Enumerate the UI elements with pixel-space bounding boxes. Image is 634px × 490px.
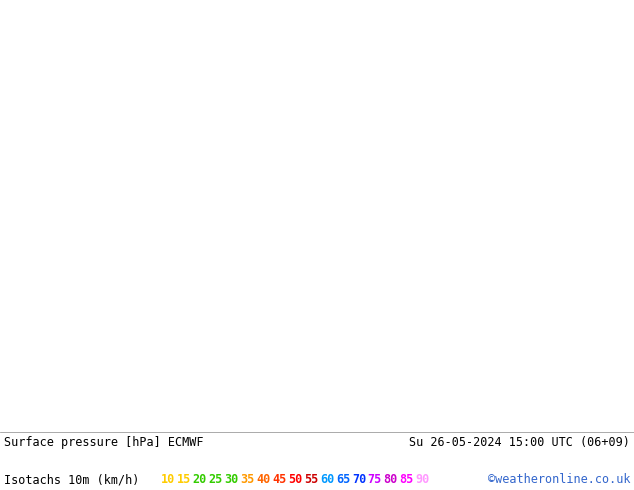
Text: 85: 85: [399, 473, 414, 486]
Text: Surface pressure [hPa] ECMWF: Surface pressure [hPa] ECMWF: [4, 436, 204, 449]
Text: 70: 70: [352, 473, 366, 486]
Text: ©weatheronline.co.uk: ©weatheronline.co.uk: [488, 473, 630, 486]
Text: 45: 45: [272, 473, 287, 486]
Text: 80: 80: [384, 473, 398, 486]
Text: 60: 60: [320, 473, 334, 486]
Text: Isotachs 10m (km/h): Isotachs 10m (km/h): [4, 473, 139, 486]
Text: 75: 75: [368, 473, 382, 486]
Text: Su 26-05-2024 15:00 UTC (06+09): Su 26-05-2024 15:00 UTC (06+09): [409, 436, 630, 449]
Text: 55: 55: [304, 473, 318, 486]
Text: 65: 65: [336, 473, 350, 486]
Text: 40: 40: [256, 473, 271, 486]
Text: 15: 15: [177, 473, 191, 486]
Text: 25: 25: [209, 473, 223, 486]
Text: 20: 20: [193, 473, 207, 486]
Text: 50: 50: [288, 473, 302, 486]
Text: 10: 10: [161, 473, 175, 486]
Text: 35: 35: [240, 473, 255, 486]
Text: 30: 30: [224, 473, 239, 486]
Text: 90: 90: [415, 473, 430, 486]
